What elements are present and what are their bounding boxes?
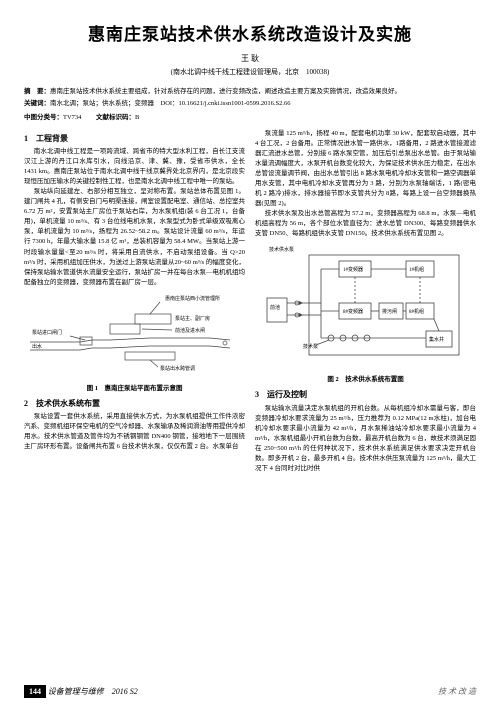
section-2-heading: 2 技术供水系统布置	[24, 398, 245, 410]
section-2-para-1: 泵站设置一套供水系统，采用直接供水方式，为水泵机组提供工作件浓密汽系、变频机组环…	[24, 412, 245, 452]
fig2-label-4: 前池	[270, 304, 280, 311]
section-3-para-1: 泵站输水流量决定水泵机组的开机台数。从每机组冷却水需量与客，即台变频器冷却水要求…	[255, 404, 476, 474]
fig2-label-2: 1#变频器	[343, 266, 363, 273]
journal-name: 设备管理与维修 2016 S2	[48, 687, 138, 696]
right-column: 泵流量 125 m³/h，扬程 40 m，配套电机功率 30 kW，配套软启动器…	[255, 129, 476, 475]
figure-1: 惠南庄泵站西小流管理所 泵站主、副厂房 前池及进水闸 泵站进口闸门 出水	[24, 292, 245, 394]
affiliation: (南水北调中线干线工程建设管理局，北京 100038)	[24, 67, 476, 77]
abstract: 摘 要：惠南庄泵站技术供水系统主要组成，针对系统存在的问题，进行变频改造，阐述改…	[24, 87, 476, 97]
fig2-label-8: 技术泵	[303, 343, 318, 350]
section-1-heading: 1 工程背景	[24, 133, 245, 145]
section-1-para-2: 泵站纵向延建左、右部分相互独立，呈对称布置。泵站总体布置见图 1。建门闸共 4 …	[24, 187, 245, 288]
fig2-label-3: 1#机组	[409, 266, 424, 273]
clc-label: 中图分类号：	[24, 114, 63, 121]
fig1-label-1: 惠南庄泵站西小流管理所	[165, 295, 220, 302]
section-3-heading: 3 运行及控制	[255, 389, 476, 401]
section-2r-para-1: 泵流量 125 m³/h，扬程 40 m，配套电机功率 30 kW，配套软启动器…	[255, 129, 476, 210]
fig1-label-2: 泵站主、副厂房	[175, 315, 210, 322]
fig2-label-5: 8#变频器	[343, 308, 363, 315]
figure-2: 技术供水泵 前池 1#变频器	[255, 243, 476, 385]
keywords: 关键词：南水北调；泵站；供水系统；变频器 DOI：10.16621/j.cnki…	[24, 99, 476, 109]
doc-code-label: 文献标识码：	[96, 114, 135, 121]
keywords-label: 关键词：	[24, 100, 50, 107]
fig1-label-5: 出水	[32, 343, 42, 350]
doc-code-value: B	[135, 114, 139, 121]
left-column: 1 工程背景 南水北调中线工程是一项跨流域、跨省市的特大型水利工程，自长江支流汉…	[24, 129, 245, 475]
clc-value: TV734	[63, 114, 81, 121]
page-number: 144	[24, 685, 46, 698]
section-2r-para-2: 技术供水泵及出水总管高程为 57.2 m，变频器高程为 68.8 m，水泵—电机…	[255, 209, 476, 239]
section-label: 技 术 改 造	[438, 686, 476, 697]
fig2-label-7: 8#机组	[409, 308, 424, 315]
fig1-label-6: 泵站出水跨管调	[160, 365, 195, 372]
figure-2-caption: 图 2 技术供水系统布置图	[255, 375, 476, 385]
fig1-label-4: 泵站进口闸门	[32, 329, 62, 336]
classification-meta: 中图分类号：TV734 文献标识码：B	[24, 111, 476, 121]
page-footer: 144 设备管理与维修 2016 S2 技 术 改 造	[0, 686, 500, 697]
abstract-text: 惠南庄泵站技术供水系统主要组成，针对系统存在的问题，进行变频改造，阐述改造主要方…	[50, 88, 401, 95]
fig2-label-1: 技术供水泵	[269, 246, 294, 253]
section-1-para-1: 南水北调中线工程是一项跨流域、跨省市的特大型水利工程，自长江支流汉江上游的丹江口…	[24, 147, 245, 187]
title: 惠南庄泵站技术供水系统改造设计及实施	[24, 20, 476, 45]
figure-1-caption: 图 1 惠南庄泵站平面布置示意图	[24, 384, 245, 394]
fig2-label-6: 排污闸	[382, 308, 397, 315]
keywords-text: 南水北调；泵站；供水系统；变频器 DOI：10.16621/j.cnki.iss…	[50, 100, 291, 107]
abstract-label: 摘 要：	[24, 88, 50, 95]
fig1-label-3: 前池及进水闸	[175, 327, 205, 334]
fig2-label-9: 集水井	[429, 336, 444, 343]
author: 王 耿	[24, 53, 476, 64]
